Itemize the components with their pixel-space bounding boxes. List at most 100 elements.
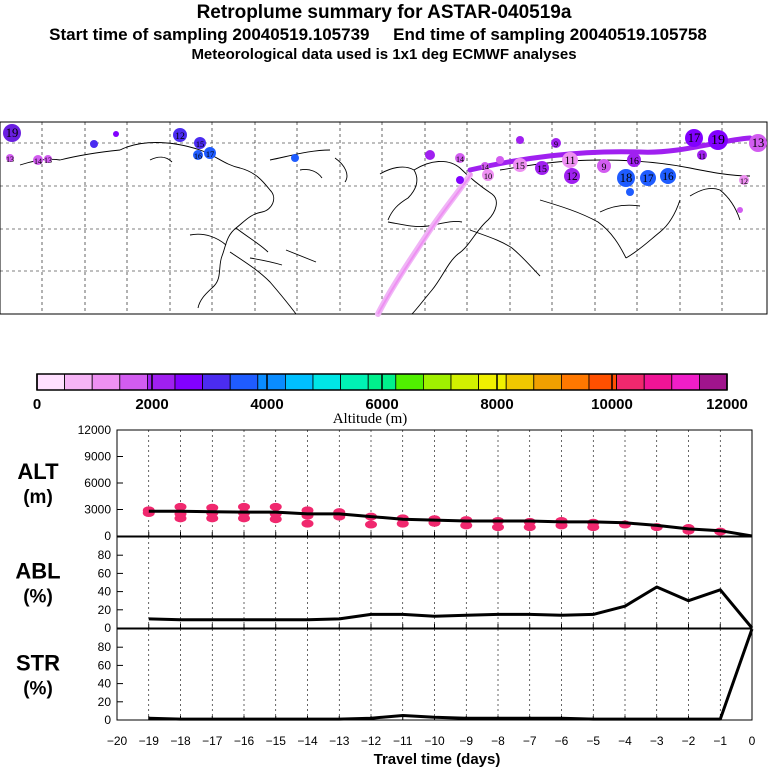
colorbar-cell (616, 373, 645, 391)
colorbar-tick-label: 0 (33, 396, 41, 413)
map-cluster-circle (482, 169, 494, 181)
altitude-point (174, 514, 187, 523)
map-cluster-circle (597, 159, 611, 173)
colorbar-cell (422, 373, 452, 391)
y-tick-label: 40 (98, 677, 112, 691)
plume-band-inner (377, 172, 473, 315)
map-cluster-circle (697, 150, 707, 160)
map-cluster-label: 13 (44, 156, 52, 165)
met-data-note: Meteorological data used is 1x1 deg ECMW… (191, 46, 577, 63)
series-line-alt (148, 509, 753, 538)
map-cluster-label: 16 (629, 156, 639, 167)
colorbar-cell (561, 373, 590, 391)
colorbar-cell (699, 373, 728, 391)
map-cluster-circle (3, 124, 21, 142)
colorbar-cell (340, 373, 369, 391)
x-tick-label: −7 (523, 734, 537, 748)
map-cluster-label: 13 (752, 136, 765, 150)
map-cluster-label: 14 (481, 163, 489, 172)
altitude-point (365, 520, 377, 529)
x-tick-label: −4 (618, 734, 632, 748)
map-cluster-circle (173, 128, 187, 142)
map-cluster-dot (113, 131, 119, 137)
x-tick-label: 0 (749, 734, 756, 748)
x-tick-label: −3 (650, 734, 664, 748)
map-cluster-circle (617, 169, 635, 187)
x-tick-label: −12 (361, 734, 382, 748)
x-tick-label: −16 (234, 734, 255, 748)
sampling-start: Start time of sampling 20040519.105739 (49, 25, 370, 44)
panel-abl: 0 20 40 60 80 ABL (%) (15, 536, 754, 635)
altitude-point (206, 514, 219, 523)
y-tick-label: 6000 (84, 476, 111, 490)
map-cluster-label: 12 (740, 177, 748, 186)
x-tick-label: −13 (329, 734, 350, 748)
y-tick-label: 3000 (84, 503, 111, 517)
map-cluster-circle (193, 150, 203, 160)
map-cluster-label: 12 (566, 171, 577, 183)
map-cluster-circle (455, 153, 465, 163)
x-tick-label: −10 (424, 734, 445, 748)
colorbar-cell (478, 373, 507, 391)
map-cluster-dot (291, 154, 299, 162)
y-tick-label: 20 (98, 603, 112, 617)
map-cluster-label: 13 (6, 155, 14, 164)
panel-ylabel-line: (%) (23, 587, 53, 608)
map-cluster-circle (739, 175, 749, 185)
colorbar-tick-label: 4000 (250, 396, 283, 413)
map-cluster-label: 9 (554, 140, 558, 149)
map-cluster-circle (685, 129, 703, 147)
map-cluster-label: 16 (194, 152, 202, 161)
x-tick-label: −20 (107, 734, 128, 748)
map-cluster-label: 11 (565, 155, 576, 167)
x-tick-label: −8 (491, 734, 505, 748)
series-line-abl (148, 585, 754, 629)
y-tick-label: 0 (104, 529, 111, 543)
map-cluster-circle (194, 137, 206, 149)
panel-ylabel-line: (%) (23, 679, 53, 700)
series-line-str (148, 628, 754, 721)
map-cluster-label: 19 (6, 126, 19, 140)
altitude-point (269, 502, 282, 511)
x-tick-label: −14 (297, 734, 318, 748)
colorbar-cell (643, 373, 673, 391)
map-cluster-label: 14 (34, 157, 42, 166)
map-cluster-dot (516, 136, 524, 144)
map-cluster-label: 11 (698, 152, 706, 161)
altitude-point (238, 502, 250, 511)
map-cluster-circle (535, 161, 549, 175)
panel-alt: 0 3000 6000 9000 12000 ALT (m) (17, 423, 753, 543)
map-cluster-circle (660, 168, 676, 184)
map-cluster-label: 10 (484, 172, 492, 181)
map-cluster-label: 19 (711, 133, 725, 148)
x-tick-label: −11 (393, 734, 413, 748)
colorbar-cell (229, 373, 259, 391)
colorbar-cell (91, 373, 121, 391)
x-axis-label: Travel time (days) (374, 751, 501, 768)
x-tick-label: −17 (202, 734, 223, 748)
y-tick-label: 0 (104, 621, 111, 635)
panel-ylabel-line: STR (16, 651, 60, 676)
map-cluster-circle (481, 162, 489, 170)
y-tick-label: 60 (98, 566, 112, 580)
x-tick-label: −18 (170, 734, 191, 748)
altitude-point (396, 519, 409, 528)
colorbar-cell (257, 373, 286, 391)
altitude-point (301, 519, 314, 528)
x-tick-label: −5 (586, 734, 600, 748)
colorbar-cell (312, 373, 342, 391)
panel-ylabel-line: ABL (15, 559, 60, 584)
panel-str: 0 20 40 60 80 STR (%) (16, 628, 754, 727)
y-tick-label: 80 (98, 548, 112, 562)
map-cluster-label: 15 (515, 161, 525, 172)
altitude-colorbar: 0 2000 4000 6000 8000 10000 12000 Altitude (m) (33, 373, 748, 427)
map-cluster-circle (33, 155, 43, 165)
colorbar-cell (202, 373, 231, 391)
chart-title: Retroplume summary for ASTAR-040519a (196, 2, 572, 23)
altitude-point (460, 521, 473, 530)
map-cluster-circle (513, 158, 527, 172)
altitude-point (587, 523, 600, 532)
x-tick-label: −6 (555, 734, 569, 748)
